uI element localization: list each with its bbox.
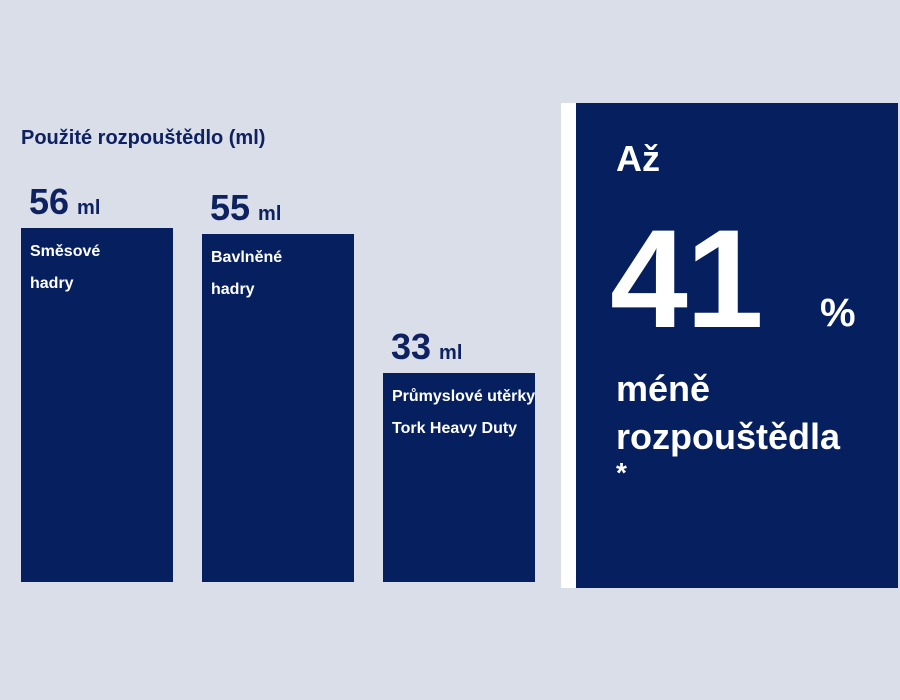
highlight-text-line-1: méně [616, 368, 711, 409]
bar-category-label-line: Směsové [30, 243, 101, 260]
bar-chart: Použité rozpouštědlo (ml) 56 ml Směsové had… [21, 127, 535, 582]
bar-value-number: 55 [210, 187, 251, 228]
bar-1 [21, 228, 173, 582]
bar-3 [383, 373, 535, 582]
chart-title: Použité rozpouštědlo (ml) [21, 127, 266, 149]
bar-value-label-2: 55 ml [210, 190, 281, 226]
bar-2 [202, 234, 354, 582]
highlight-unit: % [820, 291, 856, 335]
bar-value-number: 33 [391, 326, 432, 367]
bar-value-label-3: 33 ml [391, 329, 462, 365]
bar-value-label-1: 56 ml [29, 184, 100, 220]
bar-category-label-line: hadry [30, 275, 74, 292]
bar-value-unit: ml [439, 342, 463, 364]
highlight-panel: Až 41 % méně rozpouštědla * [576, 103, 898, 588]
highlight-text: méně rozpouštědla [616, 365, 840, 461]
bar-value-number: 56 [29, 181, 70, 222]
highlight-footnote-mark: * [616, 457, 627, 488]
bar-category-label-2: Bavlněné hadry [211, 242, 282, 306]
bar-category-label-1: Směsové hadry [30, 236, 100, 300]
panel-separator [561, 103, 576, 588]
bar-category-label-3: Průmyslové utěrky Tork Heavy Duty [392, 381, 535, 445]
bar-category-label-line: hadry [211, 281, 255, 298]
bar-category-label-line: Tork Heavy Duty [392, 420, 518, 437]
highlight-value: 41 [610, 200, 764, 357]
bar-category-label-line: Průmyslové utěrky [392, 388, 536, 405]
bar-value-unit: ml [77, 197, 101, 219]
highlight-prefix: Až [616, 138, 660, 179]
highlight-text-line-2: rozpouštědla [616, 416, 841, 457]
bar-category-label-line: Bavlněné [211, 249, 283, 266]
bar-value-unit: ml [258, 203, 282, 225]
